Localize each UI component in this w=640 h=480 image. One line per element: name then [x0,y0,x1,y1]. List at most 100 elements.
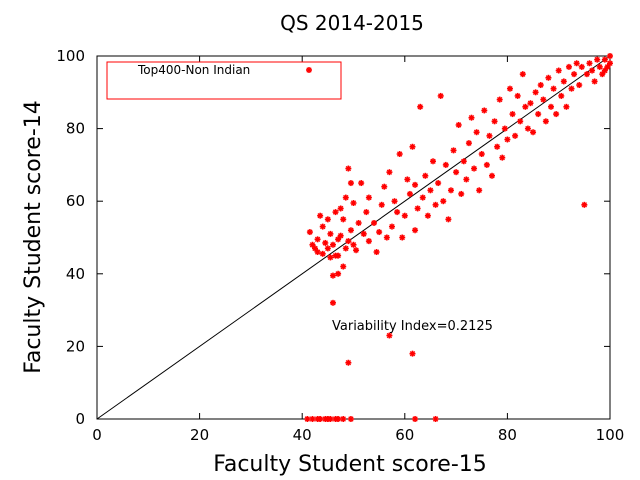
x-tick-label: 20 [190,426,209,444]
data-point [481,107,488,114]
x-axis-label: Faculty Student score-15 [213,452,487,477]
data-point [406,190,413,197]
data-point [496,96,503,103]
data-point [347,180,354,187]
data-point [422,172,429,179]
data-point [340,216,347,223]
data-point [350,200,357,207]
y-tick-label: 60 [66,192,85,210]
data-point [396,151,403,158]
data-point [432,416,439,422]
data-point [545,74,552,81]
data-point [447,187,454,194]
data-point [489,172,496,179]
data-point [563,103,570,110]
data-point [427,187,434,194]
data-point [412,227,419,234]
data-point [319,223,326,230]
data-point [365,194,372,201]
data-point [376,229,383,236]
y-tick-label: 20 [66,337,85,355]
data-point [514,92,521,99]
chart-title: QS 2014-2015 [280,11,424,35]
data-point [345,165,352,172]
data-point [399,234,406,241]
data-point [442,161,449,168]
data-point [329,299,336,306]
data-point [401,212,408,219]
data-point [363,209,370,216]
data-point [568,85,575,92]
data-point [560,78,567,85]
data-point [437,92,444,99]
y-tick-label: 40 [66,265,85,283]
data-point [450,147,457,154]
data-point [337,205,344,212]
data-point [347,227,354,234]
data-point [519,71,526,78]
data-point [324,216,331,223]
data-point [512,132,519,139]
data-point [540,96,547,103]
data-point [412,181,419,188]
data-point [527,100,534,107]
data-point [383,234,390,241]
x-tick-label: 100 [596,426,625,444]
y-tick-label: 80 [66,120,85,138]
variability-index-annotation: Variability Index=0.2125 [332,319,493,334]
data-point [391,198,398,205]
data-point [607,60,613,67]
x-tick-label: 60 [395,426,414,444]
data-point [596,63,603,70]
data-point [555,67,562,74]
data-point [345,238,352,245]
data-point [465,140,472,147]
data-point [371,219,378,226]
data-point [453,169,460,176]
data-point [353,247,360,254]
data-point [553,111,560,118]
data-point [417,103,424,110]
legend-marker-symbol [306,67,312,73]
data-point [535,111,542,118]
data-point [460,158,467,165]
data-point [355,219,362,226]
data-point [409,143,416,150]
data-point [388,223,395,230]
data-point [430,158,437,165]
legend: Top400-Non Indian [106,61,342,100]
data-point [589,67,596,74]
data-point [409,350,416,357]
data-point [327,230,334,237]
data-point [314,236,321,243]
data-point [583,71,590,78]
legend-box [106,61,342,100]
data-point [404,176,411,183]
scatter-points [304,53,613,422]
data-point [337,232,344,239]
reference-diagonal-line [96,55,611,420]
y-axis-label: Faculty Student score-14 [21,100,46,374]
data-point [504,136,511,143]
data-point [486,132,493,139]
data-point [578,63,585,70]
data-point [476,187,483,194]
data-point [342,245,349,252]
y-tick-label: 100 [56,47,85,65]
data-point [394,209,401,216]
data-point [419,194,426,201]
data-point [501,125,508,132]
data-point [414,205,421,212]
data-point [509,111,516,118]
data-point [499,154,506,161]
data-point [360,230,367,237]
data-point [335,416,342,422]
data-point [537,82,544,89]
x-tick-label: 80 [498,426,517,444]
data-point [440,198,447,205]
x-tick-label: 40 [293,426,312,444]
data-point [324,245,331,252]
data-point [517,118,524,125]
data-point [548,103,555,110]
